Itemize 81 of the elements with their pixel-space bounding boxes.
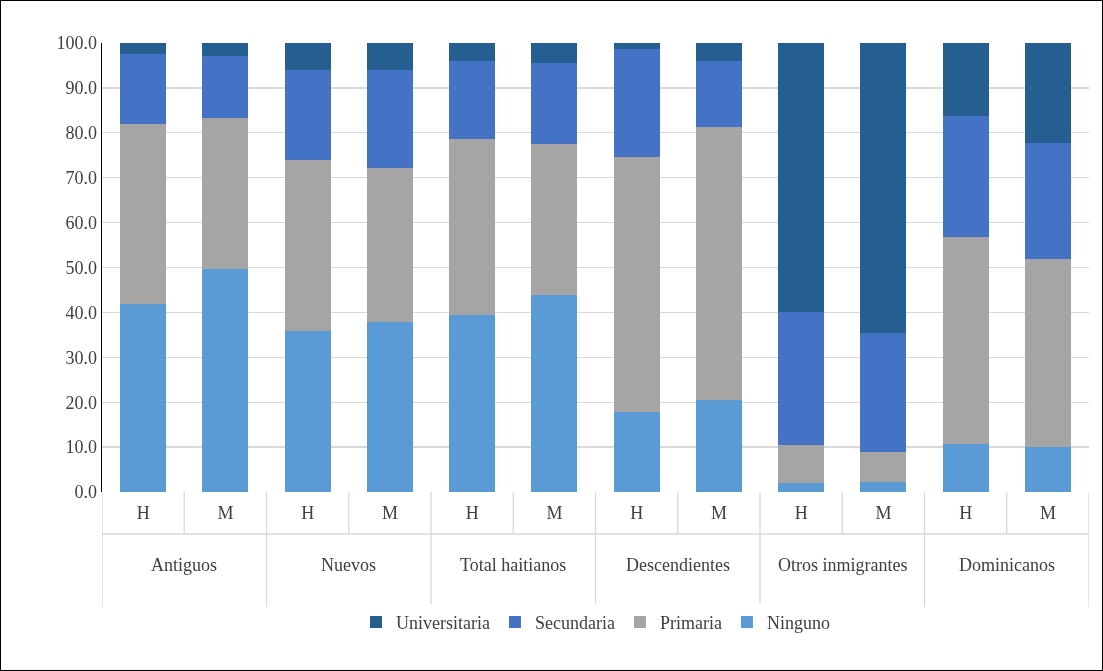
bar [531,144,578,296]
legend-label: Primaria [659,612,722,633]
y-tick-label: 50.0 [65,257,97,278]
x-tick-label: H [959,503,973,523]
bar [942,443,989,492]
bar [284,43,331,70]
bar [366,69,413,168]
x-tick-label: H [465,503,479,523]
bar [449,314,496,492]
x-tick-label: M [710,503,727,523]
bar [860,332,907,452]
bar [120,53,167,124]
legend-label: Universitaria [396,612,490,633]
bar [366,167,413,322]
x-tick-label: M [875,503,892,523]
bar [778,311,825,446]
y-tick-label: 70.0 [65,168,97,188]
bar [613,156,660,413]
text: Otros inmigrantes [778,555,908,575]
bar [613,412,660,492]
bar [778,483,825,492]
x-tick-label: H [630,503,644,523]
bar [449,138,496,315]
text: Total haitianos [460,555,567,575]
legend-label: Ninguno [766,612,830,633]
text: Descendientes [626,555,730,575]
y-tick-label: 100.0 [56,33,97,54]
legend-label: Secundaria [534,612,615,633]
bar [202,43,249,57]
bar [1024,43,1071,143]
bar [531,295,578,492]
bar [1024,142,1071,260]
bar [942,116,989,237]
bar [120,123,167,304]
bar [695,43,742,61]
y-tick-label: 60.0 [65,212,97,233]
bar [1024,259,1071,447]
bar [860,451,907,483]
y-tick-label: 90.0 [65,78,97,99]
bar [942,236,989,444]
bar [120,43,167,54]
bar [284,69,331,161]
x-tick-label: M [546,503,563,523]
bar [366,321,413,492]
bar [284,160,331,331]
bar [778,445,825,484]
bar [695,60,742,128]
x-tick-label: H [301,503,315,523]
bar [449,60,496,139]
bar [613,49,660,157]
bar [1024,446,1071,492]
bar [531,43,578,64]
x-tick-label: M [381,503,398,523]
y-tick-label: 20.0 [65,392,97,413]
y-tick-label: 0.0 [74,482,97,503]
bar [449,43,496,61]
text: Antiguos [151,555,218,575]
bar [695,400,742,492]
y-tick-label: 80.0 [65,123,97,144]
x-tick-label: M [1039,503,1056,523]
bar [202,56,249,118]
text: Dominicanos [959,555,1055,575]
bar [120,303,167,492]
bar [860,482,907,492]
x-tick-label: H [136,503,150,523]
y-tick-label: 40.0 [65,302,97,323]
bar [202,268,249,492]
bar [778,43,825,312]
text: Nuevos [321,555,376,575]
bar [942,43,989,117]
bar [202,117,249,269]
bar [695,127,742,401]
y-tick-label: 10.0 [65,437,97,458]
x-tick-label: H [794,503,808,523]
bar [860,43,907,333]
bar [613,43,660,50]
bar [366,43,413,70]
y-tick-label: 30.0 [65,347,97,368]
x-tick-label: M [217,503,234,523]
bar [284,330,331,492]
bar [531,63,578,145]
